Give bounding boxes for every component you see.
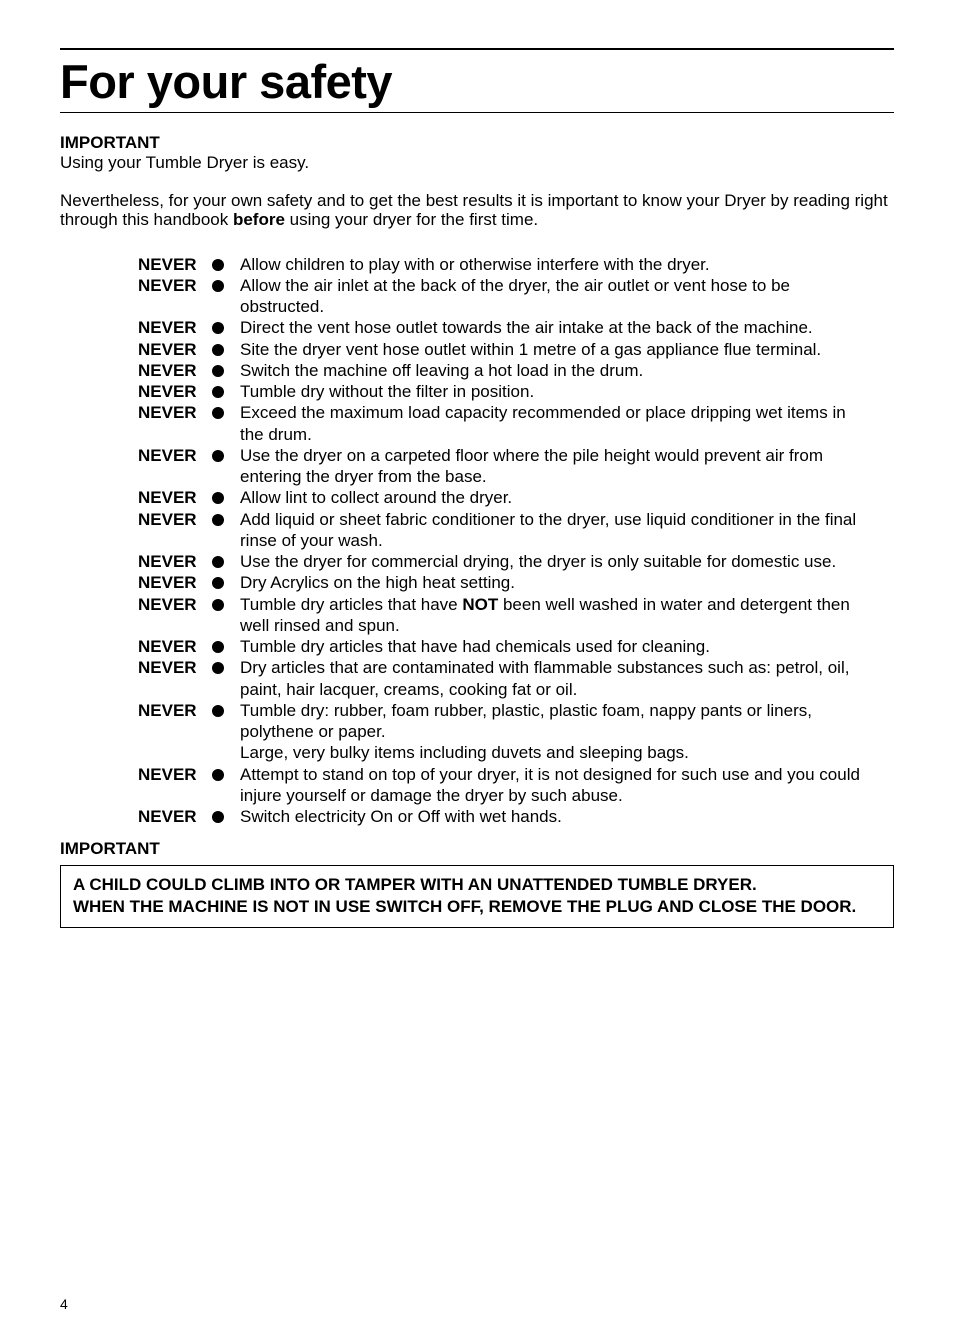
rule-text: Tumble dry: rubber, foam rubber, plastic… bbox=[240, 700, 874, 764]
rule-row: NEVER Add liquid or sheet fabric conditio… bbox=[138, 509, 874, 552]
bullet-icon bbox=[210, 445, 240, 466]
bullet-icon bbox=[210, 402, 240, 423]
rule-label: NEVER bbox=[138, 275, 210, 296]
rule-row: NEVER Exceed the maximum load capacity re… bbox=[138, 402, 874, 445]
rule-label: NEVER bbox=[138, 551, 210, 572]
rule-label: NEVER bbox=[138, 657, 210, 678]
rule-label: NEVER bbox=[138, 636, 210, 657]
rule-row: NEVER Tumble dry articles that have had c… bbox=[138, 636, 874, 657]
rule-label: NEVER bbox=[138, 572, 210, 593]
intro-after: using your dryer for the first time. bbox=[285, 210, 538, 229]
rule-row: NEVER Dry Acrylics on the high heat setti… bbox=[138, 572, 874, 593]
rule-label: NEVER bbox=[138, 445, 210, 466]
page-number: 4 bbox=[60, 1296, 68, 1312]
important-footer: IMPORTANT bbox=[60, 839, 894, 859]
bullet-icon bbox=[210, 360, 240, 381]
rule-label: NEVER bbox=[138, 381, 210, 402]
bullet-icon bbox=[210, 636, 240, 657]
rule-text: Tumble dry articles that have NOT been w… bbox=[240, 594, 874, 637]
subhead-important: IMPORTANT bbox=[60, 133, 894, 153]
rule-text: Tumble dry articles that have had chemic… bbox=[240, 636, 874, 657]
rule-text: Use the dryer on a carpeted floor where … bbox=[240, 445, 874, 488]
rule-text: Allow children to play with or otherwise… bbox=[240, 254, 874, 275]
bullet-icon bbox=[210, 700, 240, 721]
bullet-icon bbox=[210, 509, 240, 530]
rule-row: NEVER Tumble dry articles that have NOT b… bbox=[138, 594, 874, 637]
intro-paragraph: Nevertheless, for your own safety and to… bbox=[60, 191, 894, 230]
rule-row: NEVER Tumble dry without the filter in po… bbox=[138, 381, 874, 402]
rules-list: NEVER Allow children to play with or othe… bbox=[138, 254, 874, 828]
bullet-icon bbox=[210, 572, 240, 593]
title-underline bbox=[60, 112, 894, 113]
rule-text: Dry articles that are contaminated with … bbox=[240, 657, 874, 700]
rule-row: NEVER Direct the vent hose outlet towards… bbox=[138, 317, 874, 338]
rule-row: NEVER Allow the air inlet at the back of … bbox=[138, 275, 874, 318]
rule-row: NEVER Switch electricity On or Off with w… bbox=[138, 806, 874, 827]
rule-text: Switch the machine off leaving a hot loa… bbox=[240, 360, 874, 381]
rule-text: Allow lint to collect around the dryer. bbox=[240, 487, 874, 508]
rule-text: Add liquid or sheet fabric conditioner t… bbox=[240, 509, 874, 552]
rule-row: NEVER Allow lint to collect around the dr… bbox=[138, 487, 874, 508]
bullet-icon bbox=[210, 551, 240, 572]
warning-box: A CHILD COULD CLIMB INTO OR TAMPER WITH … bbox=[60, 865, 894, 928]
rule-label: NEVER bbox=[138, 254, 210, 275]
rule-row: NEVER Use the dryer for commercial drying… bbox=[138, 551, 874, 572]
rule-row: NEVER Tumble dry: rubber, foam rubber, pl… bbox=[138, 700, 874, 764]
rule-row: NEVER Site the dryer vent hose outlet wit… bbox=[138, 339, 874, 360]
intro-bold: before bbox=[233, 210, 285, 229]
bullet-icon bbox=[210, 254, 240, 275]
rule-row: NEVER Use the dryer on a carpeted floor w… bbox=[138, 445, 874, 488]
intro-line: Using your Tumble Dryer is easy. bbox=[60, 153, 894, 173]
rule-row: NEVER Allow children to play with or othe… bbox=[138, 254, 874, 275]
bullet-icon bbox=[210, 764, 240, 785]
rule-text: Use the dryer for commercial drying, the… bbox=[240, 551, 874, 572]
warning-line-1: A CHILD COULD CLIMB INTO OR TAMPER WITH … bbox=[73, 874, 881, 895]
rule-label: NEVER bbox=[138, 487, 210, 508]
rule-label: NEVER bbox=[138, 509, 210, 530]
bullet-icon bbox=[210, 594, 240, 615]
bullet-icon bbox=[210, 317, 240, 338]
bullet-icon bbox=[210, 381, 240, 402]
rule-label: NEVER bbox=[138, 700, 210, 721]
rule-text: Allow the air inlet at the back of the d… bbox=[240, 275, 874, 318]
rule-label: NEVER bbox=[138, 764, 210, 785]
rule-label: NEVER bbox=[138, 317, 210, 338]
rule-row: NEVER Attempt to stand on top of your dry… bbox=[138, 764, 874, 807]
rule-label: NEVER bbox=[138, 806, 210, 827]
rule-text: Direct the vent hose outlet towards the … bbox=[240, 317, 874, 338]
bullet-icon bbox=[210, 275, 240, 296]
bullet-icon bbox=[210, 339, 240, 360]
bullet-icon bbox=[210, 657, 240, 678]
rule-row: NEVER Switch the machine off leaving a ho… bbox=[138, 360, 874, 381]
rule-text: Exceed the maximum load capacity recomme… bbox=[240, 402, 874, 445]
bullet-icon bbox=[210, 806, 240, 827]
rule-text: Switch electricity On or Off with wet ha… bbox=[240, 806, 874, 827]
rule-text: Attempt to stand on top of your dryer, i… bbox=[240, 764, 874, 807]
rule-label: NEVER bbox=[138, 360, 210, 381]
rule-label: NEVER bbox=[138, 594, 210, 615]
rule-text: Tumble dry without the filter in positio… bbox=[240, 381, 874, 402]
bullet-icon bbox=[210, 487, 240, 508]
top-rule bbox=[60, 48, 894, 50]
rule-label: NEVER bbox=[138, 339, 210, 360]
rule-text: Dry Acrylics on the high heat setting. bbox=[240, 572, 874, 593]
rule-label: NEVER bbox=[138, 402, 210, 423]
warning-line-2: WHEN THE MACHINE IS NOT IN USE SWITCH OF… bbox=[73, 896, 881, 917]
rule-row: NEVER Dry articles that are contaminated … bbox=[138, 657, 874, 700]
page-title: For your safety bbox=[60, 56, 894, 108]
rule-text: Site the dryer vent hose outlet within 1… bbox=[240, 339, 874, 360]
